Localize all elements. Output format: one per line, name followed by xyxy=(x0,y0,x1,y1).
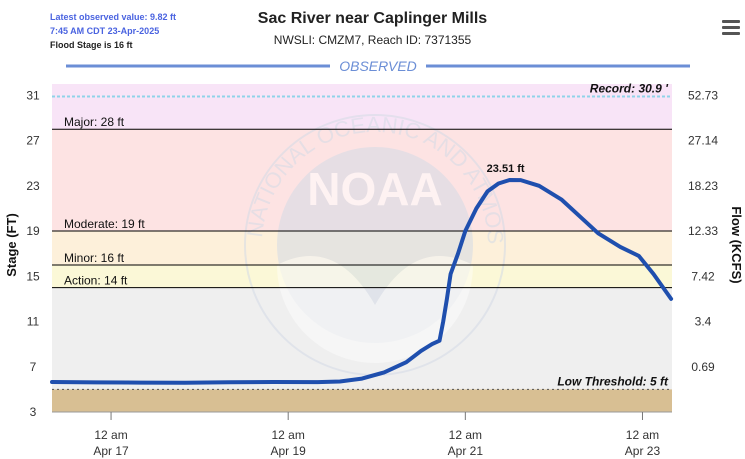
y-tick-label-27: 27 xyxy=(26,134,40,148)
y-tick-label-3: 3 xyxy=(30,405,37,419)
x-tick-label-time-2: 12 am xyxy=(449,428,482,442)
x-tick-label-time-1: 12 am xyxy=(272,428,305,442)
watermark-disc xyxy=(277,147,473,343)
y-tick-label-23: 23 xyxy=(26,179,40,193)
y2-tick-label-31: 52.73 xyxy=(688,88,718,102)
watermark-gull xyxy=(277,256,473,363)
y-tick-label-31: 31 xyxy=(26,88,40,102)
flood-stage-note: Flood Stage is 16 ft xyxy=(50,40,133,50)
y-tick-label-19: 19 xyxy=(26,224,40,238)
y2-axis-title: Flow (KCFS) xyxy=(729,206,744,283)
observed-series-label: OBSERVED xyxy=(339,58,417,74)
x-tick-label-date-0: Apr 17 xyxy=(93,444,129,458)
chart-title: Sac River near Caplinger Mills xyxy=(257,10,488,27)
hamburger-menu-icon[interactable] xyxy=(722,20,740,36)
watermark-logo-text: NOAA xyxy=(307,163,442,215)
minor-threshold-label: Minor: 16 ft xyxy=(64,251,125,265)
y2-tick-label-11: 3.4 xyxy=(695,315,712,329)
y-axis-title: Stage (FT) xyxy=(4,213,19,277)
y2-tick-label-23: 18.23 xyxy=(688,179,718,193)
major-threshold-label: Major: 28 ft xyxy=(64,115,125,129)
x-tick-label-date-3: Apr 23 xyxy=(625,444,661,458)
y2-tick-label-15: 7.42 xyxy=(691,269,715,283)
action-threshold-label: Action: 14 ft xyxy=(64,274,128,288)
major-band xyxy=(52,84,672,130)
x-tick-label-date-2: Apr 21 xyxy=(448,444,484,458)
record-threshold-label: Record: 30.9 ' xyxy=(590,81,669,95)
x-tick-label-time-3: 12 am xyxy=(626,428,659,442)
latest-observed-time: 7:45 AM CDT 23-Apr-2025 xyxy=(50,26,160,36)
chart-subtitle: NWSLI: CMZM7, Reach ID: 7371355 xyxy=(273,33,472,47)
y2-tick-label-27: 27.14 xyxy=(688,134,718,148)
y-tick-label-7: 7 xyxy=(30,360,37,374)
latest-observed-value: Latest observed value: 9.82 ft xyxy=(50,12,177,22)
x-tick-label-date-1: Apr 19 xyxy=(271,444,307,458)
y2-tick-label-19: 12.33 xyxy=(688,224,718,238)
peak-label: 23.51 ft xyxy=(487,163,525,175)
y2-tick-label-7: 0.69 xyxy=(691,360,715,374)
moderate-threshold-label: Moderate: 19 ft xyxy=(64,217,145,231)
observed-stage-line xyxy=(50,178,674,385)
y-tick-label-11: 11 xyxy=(27,315,40,329)
low-band xyxy=(52,389,672,412)
low-threshold-label: Low Threshold: 5 ft xyxy=(557,374,669,388)
x-tick-label-time-0: 12 am xyxy=(94,428,127,442)
y-tick-label-15: 15 xyxy=(26,269,40,283)
